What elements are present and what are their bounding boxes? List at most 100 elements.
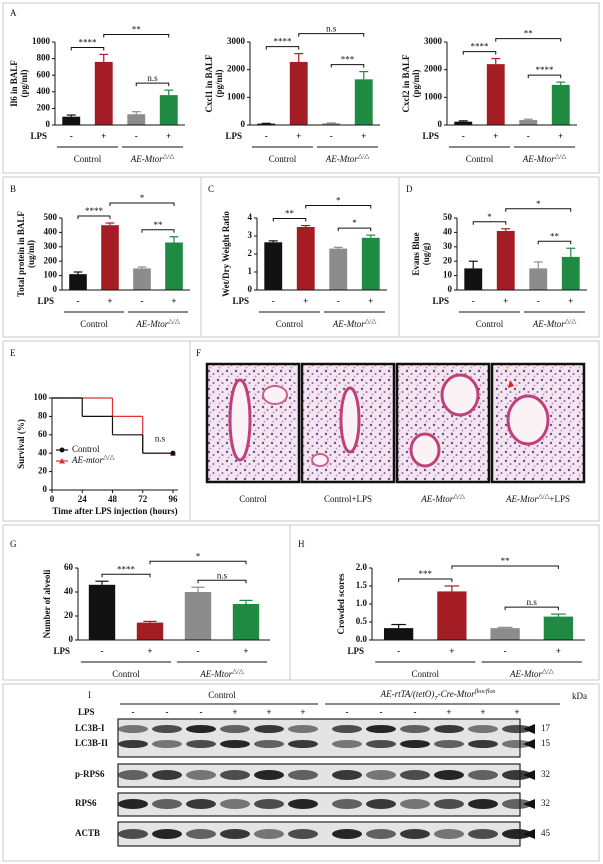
significance-bracket bbox=[451, 565, 559, 569]
text-part: △/△ bbox=[555, 153, 567, 160]
blot-band bbox=[254, 725, 284, 733]
x-tick-label: + bbox=[303, 296, 308, 306]
text-part: Control bbox=[411, 669, 439, 679]
group-label: AE-Mtor△/△ bbox=[325, 153, 370, 164]
blot-band bbox=[434, 725, 464, 733]
x-tick-label: + bbox=[166, 131, 171, 141]
kda-label: 45 bbox=[541, 828, 551, 838]
blot-band bbox=[288, 829, 318, 839]
significance-label: * bbox=[336, 196, 341, 206]
x-tick-label: + bbox=[361, 131, 366, 141]
error-bar bbox=[391, 623, 406, 629]
blot-band bbox=[434, 829, 464, 839]
blot-band bbox=[366, 829, 396, 839]
x-tick-label: + bbox=[503, 296, 508, 306]
kda-label: 32 bbox=[541, 769, 550, 779]
bar bbox=[551, 84, 570, 125]
caption: AE-Mtor△/△+LPS bbox=[505, 493, 570, 504]
text-part: -Cre-Mtor bbox=[438, 689, 476, 699]
error-bar bbox=[366, 234, 376, 238]
bar bbox=[127, 114, 146, 125]
y-tick-label: 20 bbox=[443, 255, 453, 265]
group-label: AE-Mtor△/△ bbox=[199, 668, 244, 679]
blot-band bbox=[332, 770, 362, 780]
x-tick-label: - bbox=[472, 296, 475, 306]
y-tick-label: 60 bbox=[64, 562, 74, 572]
significance-label: n.s bbox=[326, 24, 337, 34]
text-part: Control bbox=[269, 154, 297, 164]
micrograph-frame bbox=[205, 362, 301, 484]
bar bbox=[490, 628, 520, 640]
y-axis-label: Evans Blue bbox=[411, 232, 421, 275]
x-tick-label: + bbox=[449, 646, 454, 656]
text-part: AE-Mtor bbox=[135, 319, 168, 329]
y-tick-label: 2 bbox=[248, 248, 253, 258]
blot-band bbox=[152, 829, 182, 839]
y-tick-label: 40 bbox=[64, 586, 74, 596]
arrowhead bbox=[523, 739, 535, 749]
arrowhead bbox=[523, 770, 535, 780]
row-label: LPS bbox=[53, 646, 70, 656]
significance-bracket bbox=[462, 51, 497, 55]
blot-strip bbox=[117, 821, 521, 847]
panel-box bbox=[2, 340, 191, 522]
blot-band bbox=[502, 829, 532, 839]
blot-band bbox=[186, 799, 216, 809]
text-part: △/△ bbox=[103, 454, 115, 461]
error-bar bbox=[164, 89, 174, 96]
text-part: △/△ bbox=[365, 318, 377, 325]
blot-band bbox=[468, 740, 498, 748]
blot-band bbox=[502, 725, 532, 733]
bar bbox=[383, 628, 414, 640]
y-tick-label: 0.0 bbox=[356, 634, 368, 644]
text-part: AE-Mtor bbox=[505, 494, 538, 504]
error-bar bbox=[294, 53, 304, 62]
bar bbox=[354, 79, 373, 125]
significance-label: **** bbox=[536, 65, 555, 75]
significance-label: ** bbox=[524, 29, 534, 39]
panel-letter: G bbox=[10, 539, 17, 549]
bar bbox=[184, 592, 212, 640]
significance-label: n.s bbox=[147, 73, 158, 83]
blot-band bbox=[502, 799, 532, 809]
bar bbox=[69, 274, 87, 290]
bar bbox=[329, 248, 348, 290]
significance-bracket bbox=[265, 46, 300, 50]
error-bar bbox=[566, 247, 576, 257]
blot-band bbox=[332, 829, 362, 839]
significance-label: ** bbox=[550, 231, 560, 241]
y-axis-label: Wet/Dry Weight Ratio bbox=[221, 211, 231, 297]
significance-label: **** bbox=[79, 38, 98, 48]
lane-label: - bbox=[132, 707, 135, 717]
bronchiole bbox=[440, 373, 480, 417]
blot-band bbox=[366, 770, 396, 780]
y-axis-label: Total protein in BALF bbox=[16, 211, 26, 297]
arrowhead bbox=[523, 799, 535, 809]
text-part: AE-Mtor bbox=[325, 154, 358, 164]
blot-band bbox=[502, 740, 532, 748]
bar bbox=[62, 116, 81, 125]
error-bar bbox=[497, 626, 513, 629]
y-tick-label: 60 bbox=[38, 429, 48, 439]
x-tick-label: - bbox=[101, 646, 104, 656]
text-part: flox/flox bbox=[475, 688, 496, 695]
y-tick-label: 500 bbox=[44, 212, 58, 222]
blot-band bbox=[400, 725, 430, 733]
text-part: Control+LPS bbox=[324, 494, 372, 504]
y-tick-label: 4 bbox=[248, 212, 253, 222]
significance-label: * bbox=[196, 551, 201, 561]
x-tick-label: + bbox=[171, 296, 176, 306]
y-tick-label: 200 bbox=[44, 255, 58, 265]
significance-label: * bbox=[140, 193, 145, 203]
panel-letter: C bbox=[208, 184, 214, 194]
y-tick-label: 0 bbox=[241, 119, 246, 129]
bronchiole bbox=[506, 394, 550, 446]
row-label: LPS bbox=[422, 131, 439, 141]
group-label: Control bbox=[476, 319, 504, 329]
y-tick-label: 50 bbox=[443, 212, 453, 222]
row-label: LPS bbox=[347, 646, 364, 656]
text-part: Control bbox=[466, 154, 494, 164]
text-part: AE-rtTA/(tetO) bbox=[380, 689, 435, 699]
significance-bracket bbox=[149, 560, 247, 565]
y-tick-label: 0 bbox=[448, 284, 453, 294]
